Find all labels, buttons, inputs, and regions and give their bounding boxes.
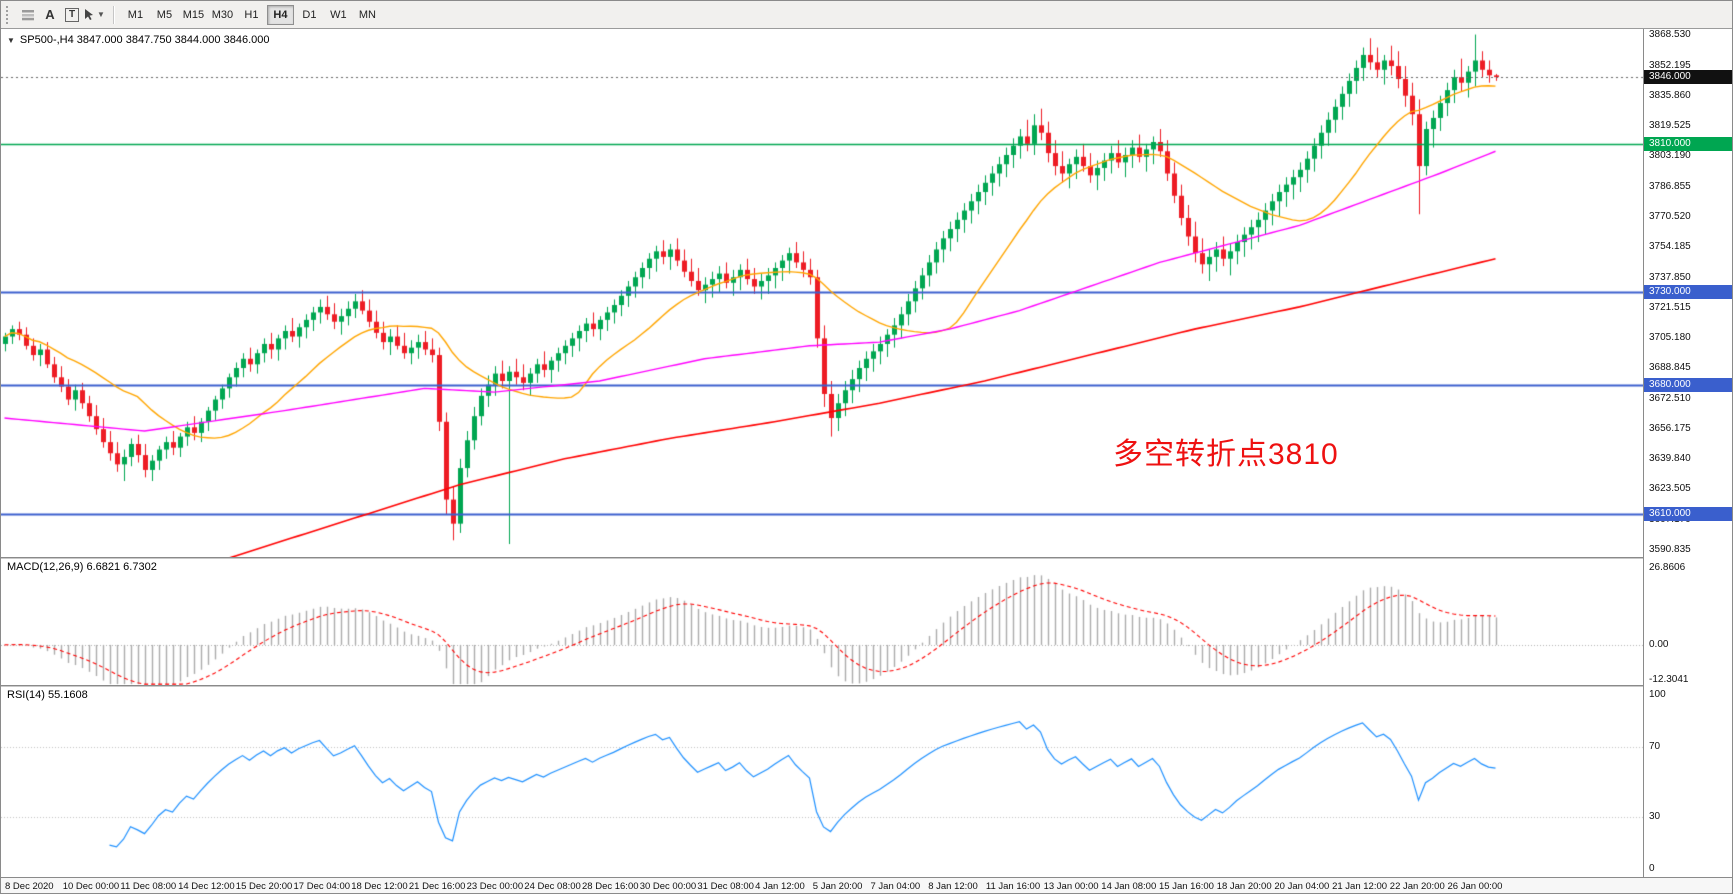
time-axis-label: 22 Jan 20:00 (1389, 881, 1445, 892)
rsi-label: RSI(14) 55.1608 (7, 689, 88, 701)
rsi-axis-label: 70 (1649, 741, 1661, 753)
rsi-name: RSI(14) (7, 689, 45, 701)
time-axis-label: 14 Jan 08:00 (1101, 881, 1157, 892)
timeframe-button-M30[interactable]: M30 (209, 5, 236, 25)
price-axis-label: 3688.845 (1649, 362, 1691, 374)
symbol-ohlc-title: SP500-,H4 3847.000 3847.750 3844.000 384… (19, 34, 270, 46)
time-axis[interactable]: 8 Dec 2020 10 Dec 00:00 11 Dec 08:00 14 Dec… (1, 877, 1732, 893)
rsi-panel-canvas[interactable] (1, 687, 1643, 877)
time-axis-label: 30 Dec 00:00 (639, 881, 697, 892)
macd-name: MACD(12,26,9) (7, 561, 84, 573)
time-axis-label: 20 Jan 04:00 (1274, 881, 1330, 892)
chart-title: ▼ SP500-,H4 3847.000 3847.750 3844.000 3… (7, 34, 269, 46)
price-axis-label: 3656.175 (1649, 422, 1691, 434)
time-axis-label: 21 Dec 16:00 (408, 881, 466, 892)
price-chart-canvas[interactable] (1, 29, 1643, 557)
timeframe-button-W1[interactable]: W1 (325, 5, 352, 25)
price-axis-label: 3803.190 (1649, 150, 1691, 162)
price-axis-label: 3705.180 (1649, 332, 1691, 344)
time-axis-label: 10 Dec 00:00 (62, 881, 120, 892)
rsi-axis-label: 100 (1649, 689, 1666, 700)
time-axis-label: 21 Jan 12:00 (1332, 881, 1388, 892)
current-price-badge: 3846.000 (1644, 70, 1732, 85)
time-axis-label: 5 Jan 20:00 (812, 881, 863, 892)
price-level-badge: 3610.000 (1644, 507, 1732, 522)
chart-toolbar: A T ▼ M1 M5 M15 M30 H1 H4 D1 W1 MN (1, 1, 1732, 29)
price-level-badge: 3680.000 (1644, 377, 1732, 392)
toolbar-separator (112, 5, 114, 24)
price-axis-label: 3786.855 (1649, 180, 1691, 192)
timeframe-button-H1[interactable]: H1 (238, 5, 265, 25)
time-axis-label: 31 Dec 08:00 (697, 881, 754, 892)
time-axis-label: 4 Jan 12:00 (755, 881, 805, 892)
panel-divider[interactable] (1, 557, 1732, 559)
timeframe-button-MN[interactable]: MN (354, 5, 381, 25)
macd-label: MACD(12,26,9) 6.6821 6.7302 (7, 561, 157, 573)
annotation-tool-label: A (45, 7, 55, 22)
time-axis-label: 18 Dec 12:00 (351, 881, 408, 892)
price-axis-label: 3721.515 (1649, 301, 1691, 313)
macd-axis-label: 0.00 (1649, 638, 1669, 650)
macd-values: 6.6821 6.7302 (86, 561, 157, 573)
time-axis-label: 15 Dec 20:00 (235, 881, 293, 892)
cursor-tool-button[interactable]: ▼ (83, 5, 106, 25)
timeframe-button-D1[interactable]: D1 (296, 5, 323, 25)
price-level-badge: 3730.000 (1644, 285, 1732, 300)
collapse-triangle-icon[interactable]: ▼ (7, 35, 15, 45)
price-axis-label: 3623.505 (1649, 483, 1691, 495)
macd-axis-label: 26.8606 (1649, 561, 1686, 573)
cursor-icon (85, 9, 93, 20)
time-axis-label: 17 Dec 04:00 (293, 881, 351, 892)
price-scale[interactable]: 3868.530 3852.195 3835.860 3819.525 3803.190… (1643, 29, 1732, 877)
price-axis-label: 3770.520 (1649, 211, 1691, 222)
timeframe-button-M5[interactable]: M5 (151, 5, 178, 25)
price-axis-label: 3754.185 (1649, 241, 1691, 253)
time-axis-label: 15 Jan 16:00 (1159, 881, 1214, 892)
chevron-down-icon: ▼ (97, 10, 105, 19)
time-axis-label: 7 Jan 04:00 (870, 881, 921, 892)
text-tool-button[interactable]: T (61, 5, 83, 25)
time-axis-label: 24 Dec 08:00 (524, 881, 581, 892)
time-axis-label: 11 Jan 16:00 (985, 881, 1041, 892)
price-axis-label: 3819.525 (1649, 120, 1691, 132)
chart-list-icon[interactable] (17, 5, 39, 25)
time-axis-label: 8 Jan 12:00 (928, 881, 978, 892)
annotation-tool-button[interactable]: A (39, 5, 61, 25)
rsi-axis-label: 0 (1649, 863, 1655, 874)
price-axis-label: 3737.850 (1649, 271, 1691, 283)
time-axis-label: 8 Dec 2020 (5, 881, 54, 892)
time-axis-label: 11 Dec 08:00 (120, 881, 177, 892)
price-axis-label: 3590.835 (1649, 543, 1691, 555)
time-axis-label: 14 Dec 12:00 (178, 881, 235, 892)
time-axis-label: 26 Jan 00:00 (1447, 881, 1503, 892)
time-axis-label: 23 Dec 00:00 (466, 881, 524, 892)
timeframe-button-M15[interactable]: M15 (180, 5, 207, 25)
text-tool-label: T (64, 7, 80, 22)
price-axis-label: 3639.840 (1649, 453, 1691, 465)
rsi-value: 55.1608 (47, 689, 88, 701)
rows-icon (22, 9, 34, 20)
chart-annotation-text: 多空转折点3810 (1113, 438, 1339, 471)
timeframe-button-M1[interactable]: M1 (122, 5, 149, 25)
macd-axis-label: -12.3041 (1649, 674, 1689, 686)
macd-panel-canvas[interactable] (1, 559, 1643, 685)
timeframe-button-H4[interactable]: H4 (266, 4, 294, 25)
timeframe-toolbar: M1 M5 M15 M30 H1 H4 D1 W1 MN (121, 4, 382, 25)
price-axis-label: 3835.860 (1649, 89, 1691, 101)
panel-divider[interactable] (1, 685, 1732, 687)
time-axis-label: 18 Jan 20:00 (1216, 881, 1272, 892)
time-axis-label: 28 Dec 16:00 (582, 881, 639, 892)
price-axis-label: 3852.195 (1649, 59, 1691, 71)
price-level-badge: 3810.000 (1644, 136, 1732, 151)
price-axis-label: 3672.510 (1649, 392, 1691, 404)
time-axis-label: 13 Jan 00:00 (1043, 881, 1099, 892)
price-axis-label: 3868.530 (1649, 29, 1691, 41)
rsi-axis-label: 30 (1649, 810, 1661, 822)
toolbar-grip[interactable] (6, 5, 12, 24)
